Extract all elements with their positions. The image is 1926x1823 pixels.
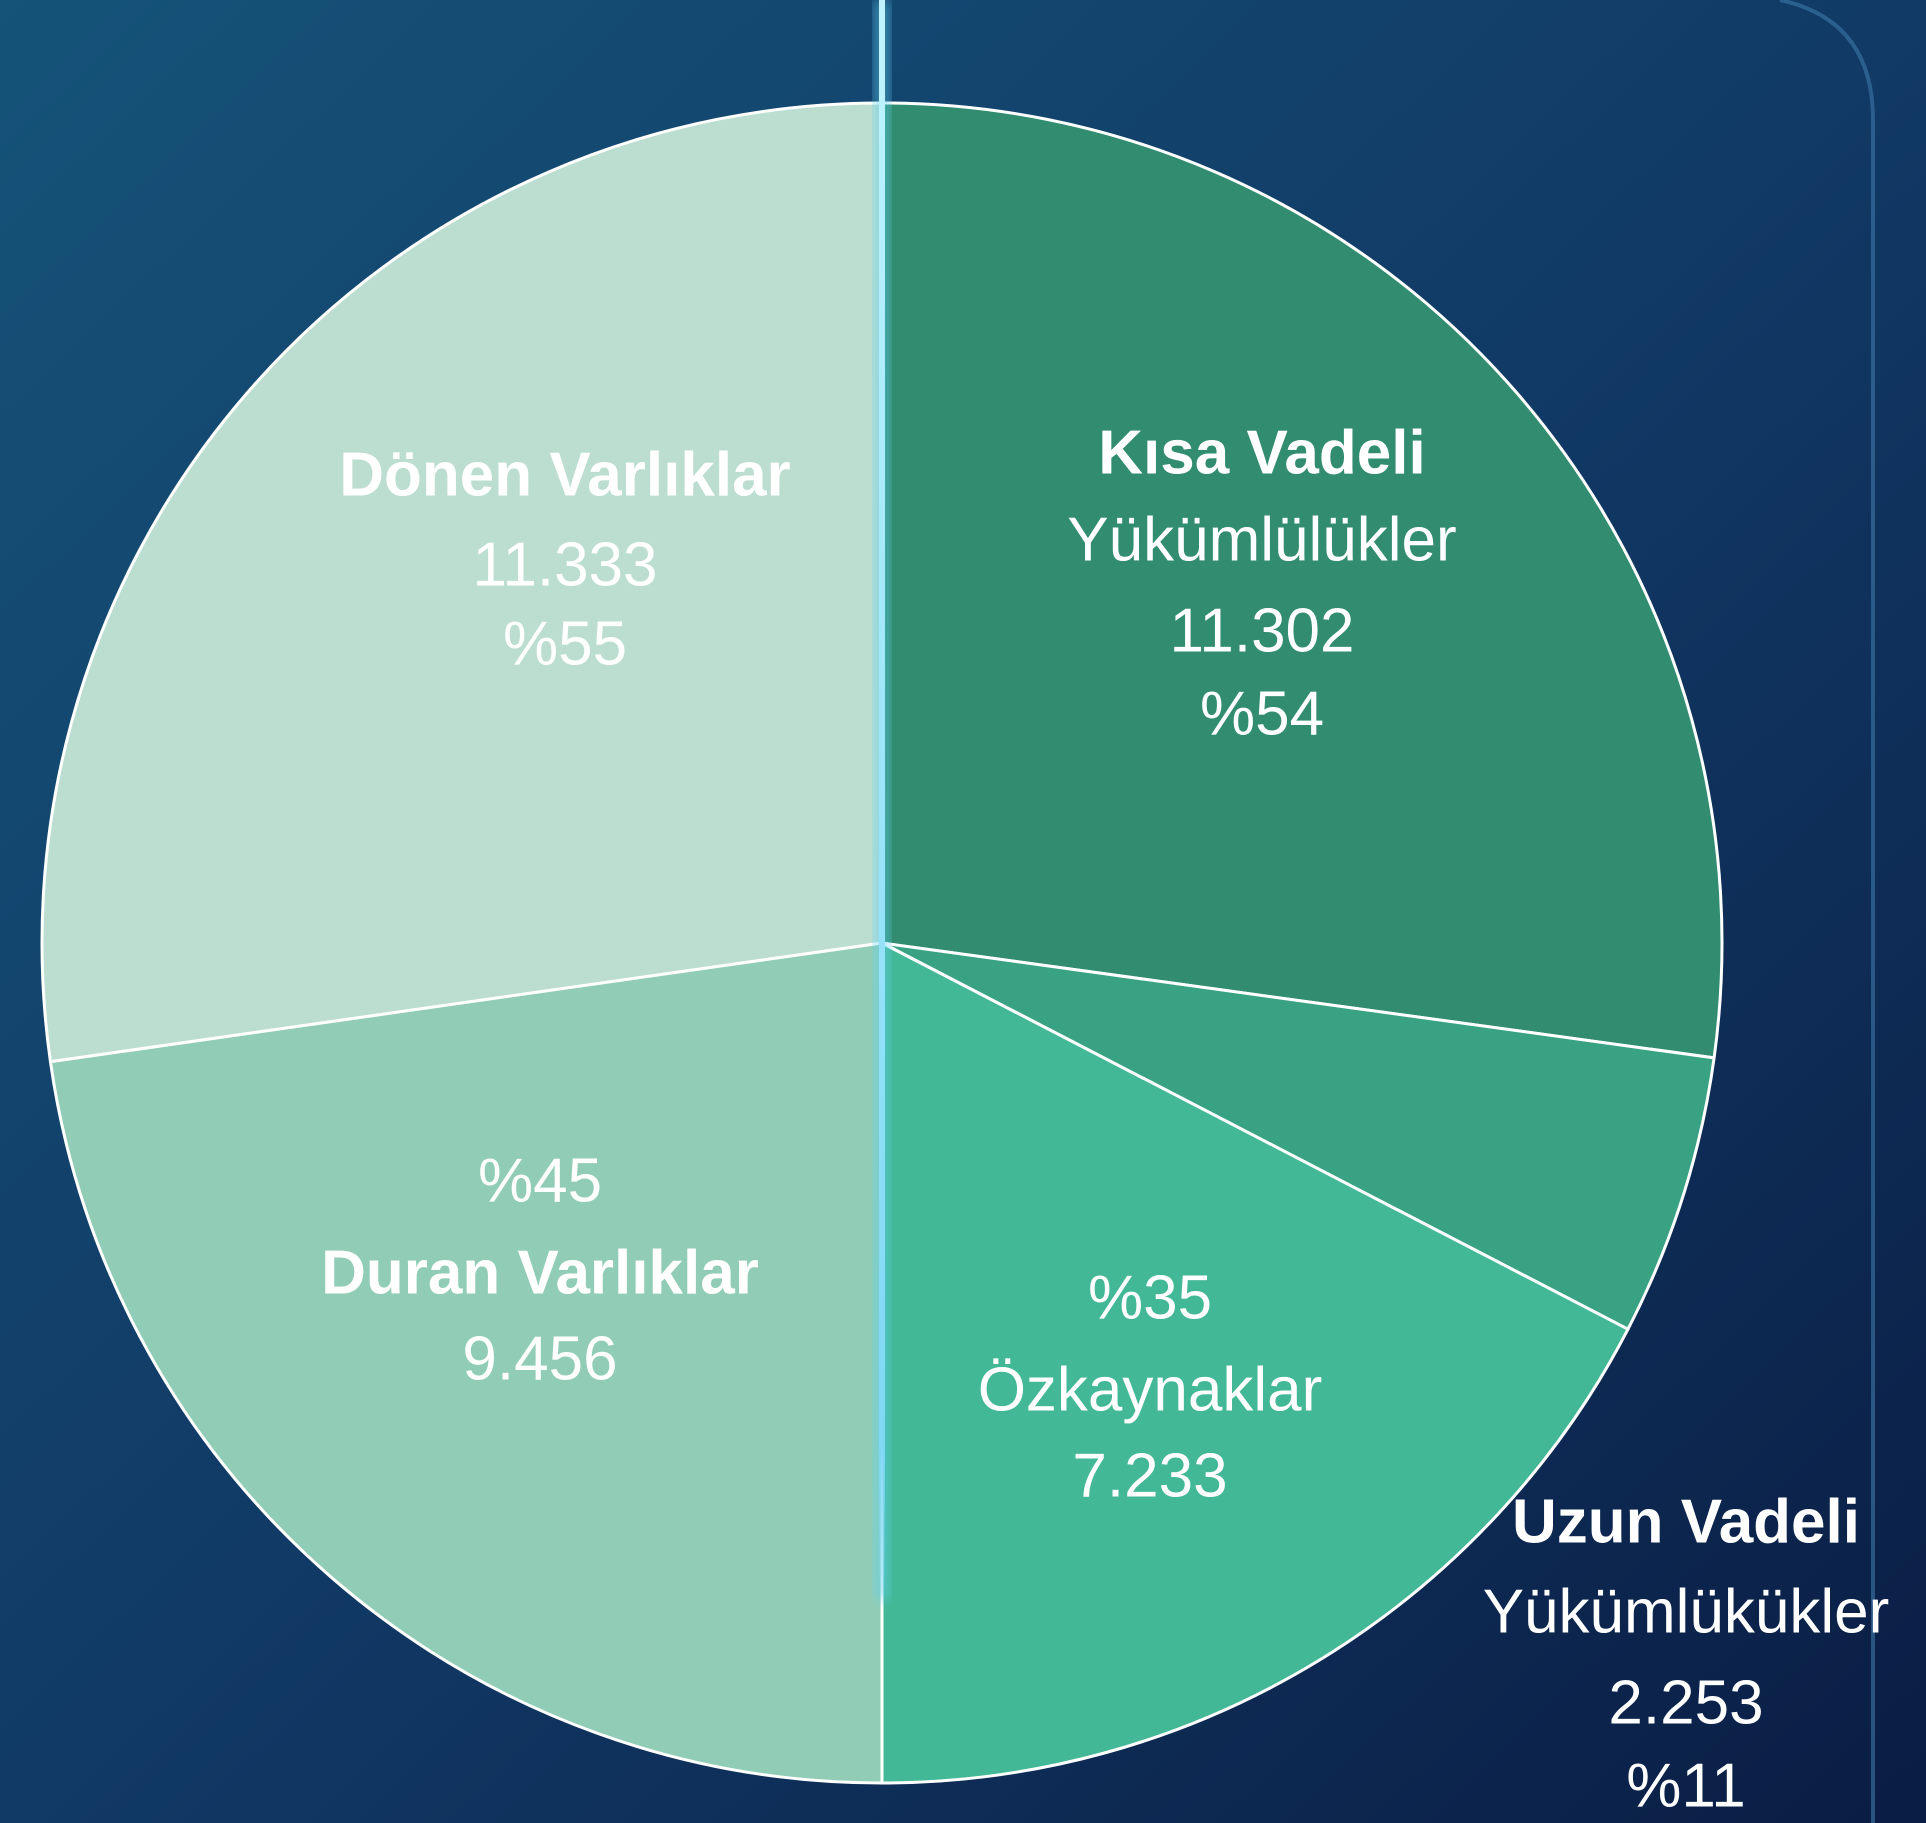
slice-value: 7.233 bbox=[1072, 1441, 1227, 1510]
slice-percent: %45 bbox=[478, 1146, 602, 1215]
slice-value: 9.456 bbox=[462, 1324, 617, 1393]
slice-name: Yükümlükükler bbox=[1483, 1577, 1890, 1646]
pie-group bbox=[40, 101, 1724, 1785]
slice-value: 2.253 bbox=[1608, 1668, 1763, 1737]
slice-percent: %11 bbox=[1626, 1751, 1746, 1820]
slice-name: Yükümlülükler bbox=[1067, 505, 1456, 574]
divider bbox=[879, 0, 885, 1600]
slice-percent: %35 bbox=[1088, 1263, 1212, 1332]
pie-slice bbox=[40, 101, 884, 1064]
slice-percent: %55 bbox=[503, 609, 627, 678]
slice-name: Duran Varlıklar bbox=[321, 1238, 759, 1307]
panel-border bbox=[1779, 0, 1875, 1823]
slice-percent: %54 bbox=[1200, 679, 1324, 748]
pie-slice bbox=[880, 941, 1630, 1785]
pie-slice bbox=[880, 101, 1724, 1060]
pie-slice bbox=[48, 941, 884, 1785]
slice-value: 11.302 bbox=[1169, 596, 1354, 665]
slice-name: Kısa Vadeli bbox=[1098, 418, 1425, 487]
slice-name: Özkaynaklar bbox=[978, 1355, 1323, 1424]
slice-name: Dönen Varlıklar bbox=[339, 440, 790, 509]
label-group: Dönen Varlıklar 11.333 %55 Duran Varlıklar 9… bbox=[321, 418, 1889, 1820]
slice-name: Uzun Vadeli bbox=[1512, 1487, 1860, 1556]
slice-value: 11.333 bbox=[472, 530, 657, 599]
pie-slice bbox=[880, 941, 1716, 1331]
